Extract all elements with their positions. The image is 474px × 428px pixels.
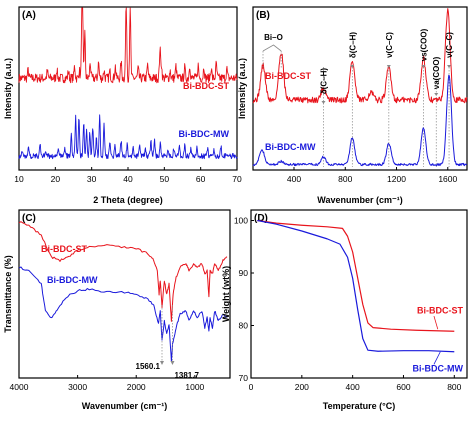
- plot-frame: [252, 6, 468, 171]
- annotation-label: νa(COO): [432, 56, 441, 89]
- annotation-arrow: [421, 65, 426, 68]
- series-line-st: [257, 219, 455, 332]
- x-tick-label: 400: [287, 174, 301, 184]
- plot-frame: [250, 209, 468, 379]
- x-tick-label: 1600: [438, 174, 457, 184]
- x-tick-label: 2000: [127, 382, 146, 392]
- y-axis-label: Intensity (a.u.): [3, 58, 13, 119]
- y-axis-label: Weight (wt%): [221, 266, 231, 322]
- x-axis-label: Wavenumber (cm⁻¹): [82, 401, 167, 411]
- annotation-arrow: [160, 361, 165, 365]
- panel-d: (D) Temperature (°C) Weight (wt%) 0 200 400 60…: [221, 209, 468, 411]
- annotation-arrow: [386, 65, 391, 68]
- x-tick-label: 600: [396, 382, 410, 392]
- x-tick-label: 70: [232, 174, 242, 184]
- annotation-label: 1381.7: [174, 371, 199, 380]
- x-tick-label: 50: [160, 174, 170, 184]
- series-label-mw: Bi-BDC-MW: [265, 142, 316, 152]
- x-tick-label: 3000: [68, 382, 87, 392]
- panel-c: (C) Wavenumber (cm⁻¹) Transmittance (%) 400…: [3, 209, 231, 411]
- x-tick-label: 800: [338, 174, 352, 184]
- x-tick-label: 400: [346, 382, 360, 392]
- annotation-bracket: [262, 44, 282, 52]
- y-tick-label: 70: [239, 373, 249, 383]
- x-axis-label: Wavenumber (cm⁻¹): [317, 195, 402, 205]
- x-axis-label: Temperature (°C): [323, 401, 395, 411]
- series-label-mw: Bi-BDC-MW: [179, 129, 230, 139]
- label-leader-st: [433, 315, 439, 330]
- plot-frame: [18, 209, 231, 379]
- x-tick-label: 4000: [10, 382, 29, 392]
- x-tick-label: 60: [196, 174, 206, 184]
- series-label-mw: Bi-BDC-MW: [413, 364, 464, 374]
- y-axis-label: Intensity (a.u.): [237, 58, 247, 119]
- panel-b: (B) Wavenumber (cm⁻¹) Intensity (a.u.) 400 8…: [237, 6, 468, 205]
- series-line-mw: [18, 114, 238, 160]
- panel-label: (A): [22, 10, 36, 21]
- x-tick-label: 1200: [387, 174, 406, 184]
- panel-label: (D): [254, 213, 268, 224]
- x-tick-label: 20: [51, 174, 61, 184]
- series-label-mw: Bi-BDC-MW: [47, 275, 98, 285]
- annotation-label: ν(C–C): [445, 32, 454, 58]
- x-tick-label: 1000: [185, 382, 204, 392]
- annotation-arrow: [434, 93, 439, 96]
- x-tick-label: 30: [87, 174, 97, 184]
- y-tick-label: 90: [239, 268, 249, 278]
- series-line-mw: [257, 219, 455, 353]
- series-line-st: [18, 221, 228, 322]
- annotation-label: δ(C–H): [348, 32, 357, 59]
- annotation-label: δ(C–H): [319, 68, 328, 95]
- annotation-arrow: [321, 101, 326, 104]
- series-label-st: Bi-BDC-ST: [265, 71, 311, 81]
- x-tick-label: 0: [249, 382, 254, 392]
- series-label-st: Bi-BDC-ST: [41, 244, 87, 254]
- annotation-arrow: [447, 65, 452, 68]
- panel-label: (B): [256, 10, 270, 21]
- x-tick-label: 200: [295, 382, 309, 392]
- panel-label: (C): [22, 213, 36, 224]
- series-line-st: [252, 8, 468, 104]
- series-line-st: [18, 7, 238, 84]
- series-line-mw: [18, 266, 228, 362]
- annotation-label: ν(C–C): [385, 32, 394, 58]
- annotation-arrow: [170, 361, 175, 365]
- x-tick-label: 10: [14, 174, 24, 184]
- x-tick-label: 800: [447, 382, 461, 392]
- annotation-label: νs(COO): [419, 28, 428, 61]
- panel-a: (A) 2 Theta (degree) Intensity (a.u.) 10 20 3…: [3, 6, 242, 205]
- label-leader-mw: [433, 351, 441, 365]
- series-label-st: Bi-BDC-ST: [417, 305, 463, 315]
- annotation-label: Bi–O: [264, 33, 283, 42]
- y-tick-label: 100: [234, 216, 248, 226]
- annotation-label: 1560.1: [136, 362, 161, 371]
- series-label-st: Bi-BDC-ST: [183, 81, 229, 91]
- series-line-mw: [252, 74, 468, 167]
- x-tick-label: 40: [123, 174, 133, 184]
- x-axis-label: 2 Theta (degree): [93, 195, 163, 205]
- annotation-arrow: [350, 65, 355, 68]
- y-axis-label: Transmittance (%): [3, 255, 13, 333]
- y-tick-label: 80: [239, 321, 249, 331]
